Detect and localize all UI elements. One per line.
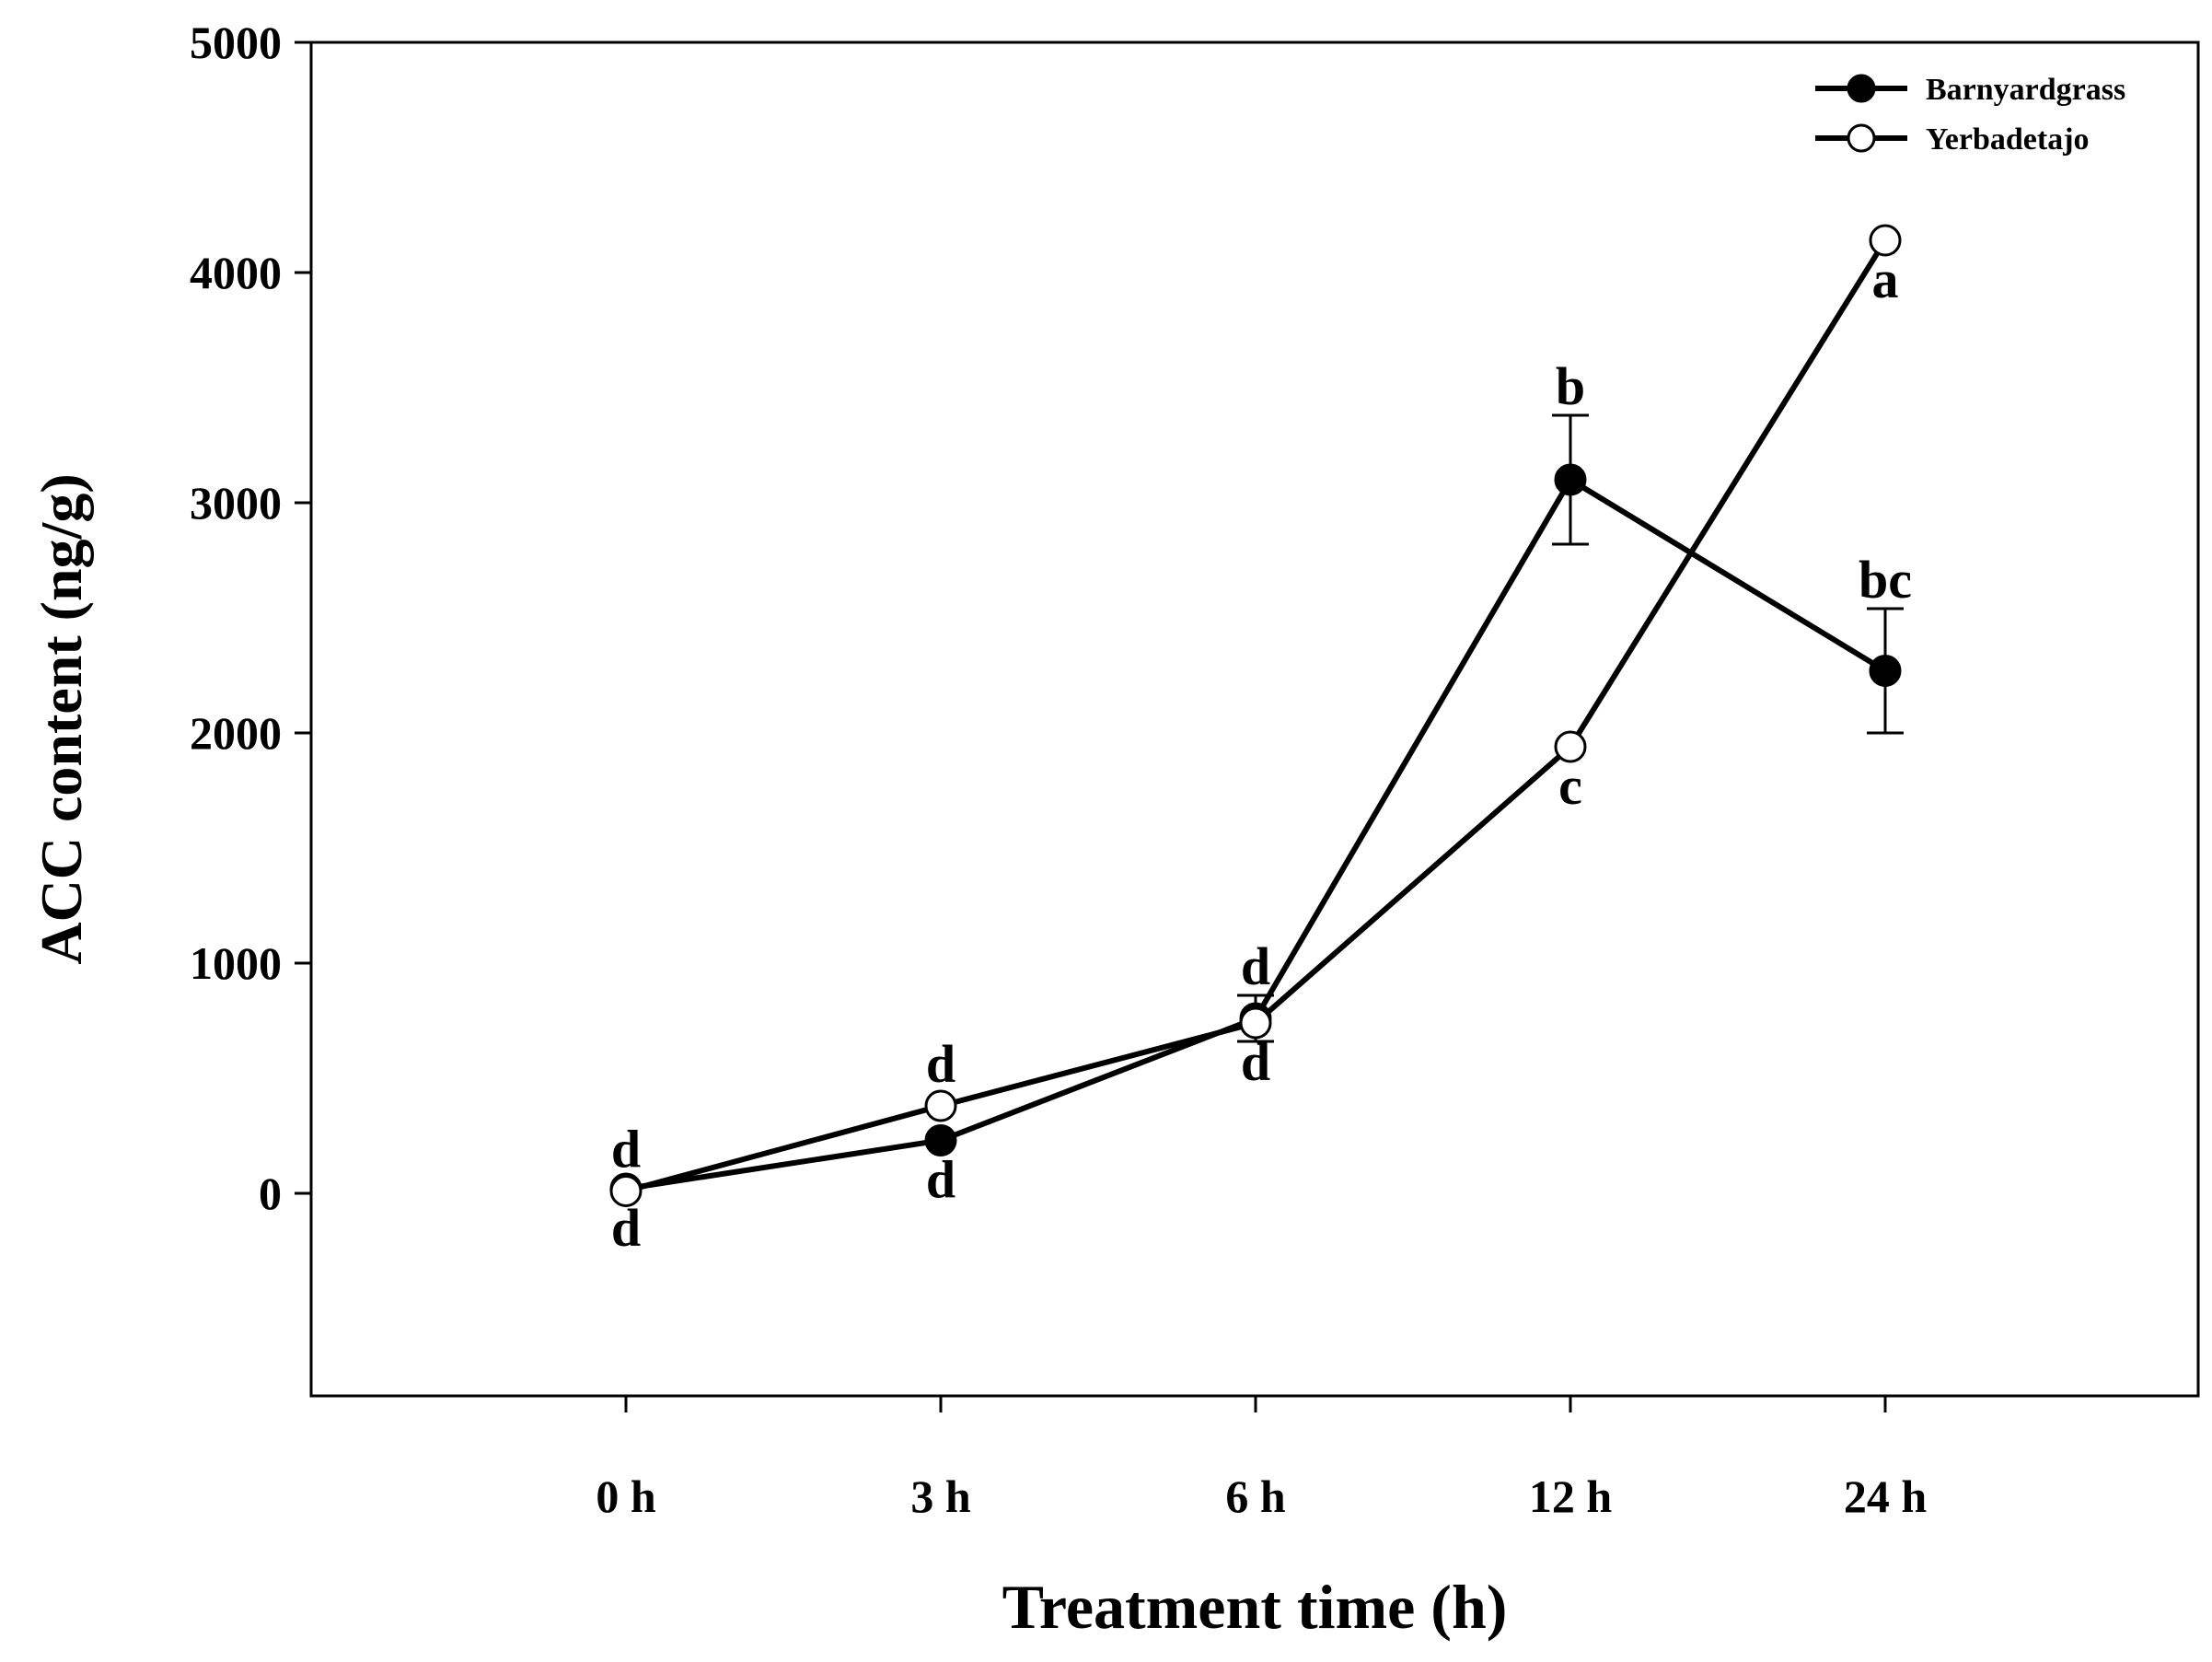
marker-yerbadetajo-0 bbox=[609, 1175, 643, 1207]
marker-barnyardgrass-3 bbox=[1554, 463, 1587, 496]
x-tick-label-4: 24 h bbox=[1844, 1470, 1928, 1522]
x-tick-label-3: 12 h bbox=[1529, 1470, 1613, 1522]
y-tick-label-1: 1000 bbox=[190, 937, 282, 989]
y-tick-label-4: 4000 bbox=[190, 247, 282, 298]
sig-label-yerbadetajo-3: c bbox=[1558, 756, 1582, 816]
x-tick-label-0: 0 h bbox=[596, 1470, 656, 1522]
series-layer bbox=[609, 224, 1904, 1207]
legend-marker-yerbadetajo bbox=[1847, 123, 1876, 153]
y-tick-label-5: 5000 bbox=[190, 17, 282, 68]
sig-label-yerbadetajo-0: d bbox=[611, 1120, 641, 1180]
sig-label-barnyardgrass-0: d bbox=[611, 1198, 641, 1258]
x-axis-title: Treatment time (h) bbox=[1002, 1572, 1508, 1642]
marker-yerbadetajo-3 bbox=[1554, 730, 1587, 763]
sig-label-barnyardgrass-3: b bbox=[1556, 356, 1585, 416]
y-tick-label-3: 3000 bbox=[190, 477, 282, 529]
legend-label-yerbadetajo: Yerbadetajo bbox=[1926, 122, 2090, 157]
marker-barnyardgrass-4 bbox=[1869, 655, 1902, 687]
y-tick-label-0: 0 bbox=[259, 1168, 282, 1219]
marker-yerbadetajo-4 bbox=[1869, 224, 1902, 257]
sig-label-barnyardgrass-4: bc bbox=[1859, 550, 1912, 610]
marker-yerbadetajo-1 bbox=[924, 1089, 957, 1122]
sig-label-barnyardgrass-1: d bbox=[926, 1150, 955, 1210]
x-tick-label-2: 6 h bbox=[1225, 1470, 1286, 1522]
legend-marker-barnyardgrass bbox=[1847, 74, 1876, 103]
sig-label-barnyardgrass-2: d bbox=[1241, 936, 1270, 996]
y-tick-label-2: 2000 bbox=[190, 707, 282, 759]
legend-label-barnyardgrass: Barnyardgrass bbox=[1926, 73, 2125, 107]
marker-barnyardgrass-1 bbox=[924, 1124, 957, 1156]
x-axis: 0 h 3 h 6 h 12 h 24 h bbox=[596, 1396, 1927, 1522]
sig-label-yerbadetajo-1: d bbox=[926, 1034, 955, 1094]
legend: Barnyardgrass Yerbadetajo bbox=[1815, 73, 2125, 157]
sig-label-yerbadetajo-4: a bbox=[1872, 250, 1899, 309]
y-axis: 0 1000 2000 3000 4000 5000 bbox=[190, 17, 311, 1219]
y-axis-title: ACC content (ng/g) bbox=[29, 473, 94, 964]
plot-frame bbox=[309, 41, 2200, 1398]
marker-yerbadetajo-2 bbox=[1239, 1006, 1272, 1040]
sig-label-yerbadetajo-2: d bbox=[1241, 1032, 1270, 1092]
x-tick-label-1: 3 h bbox=[910, 1470, 971, 1522]
